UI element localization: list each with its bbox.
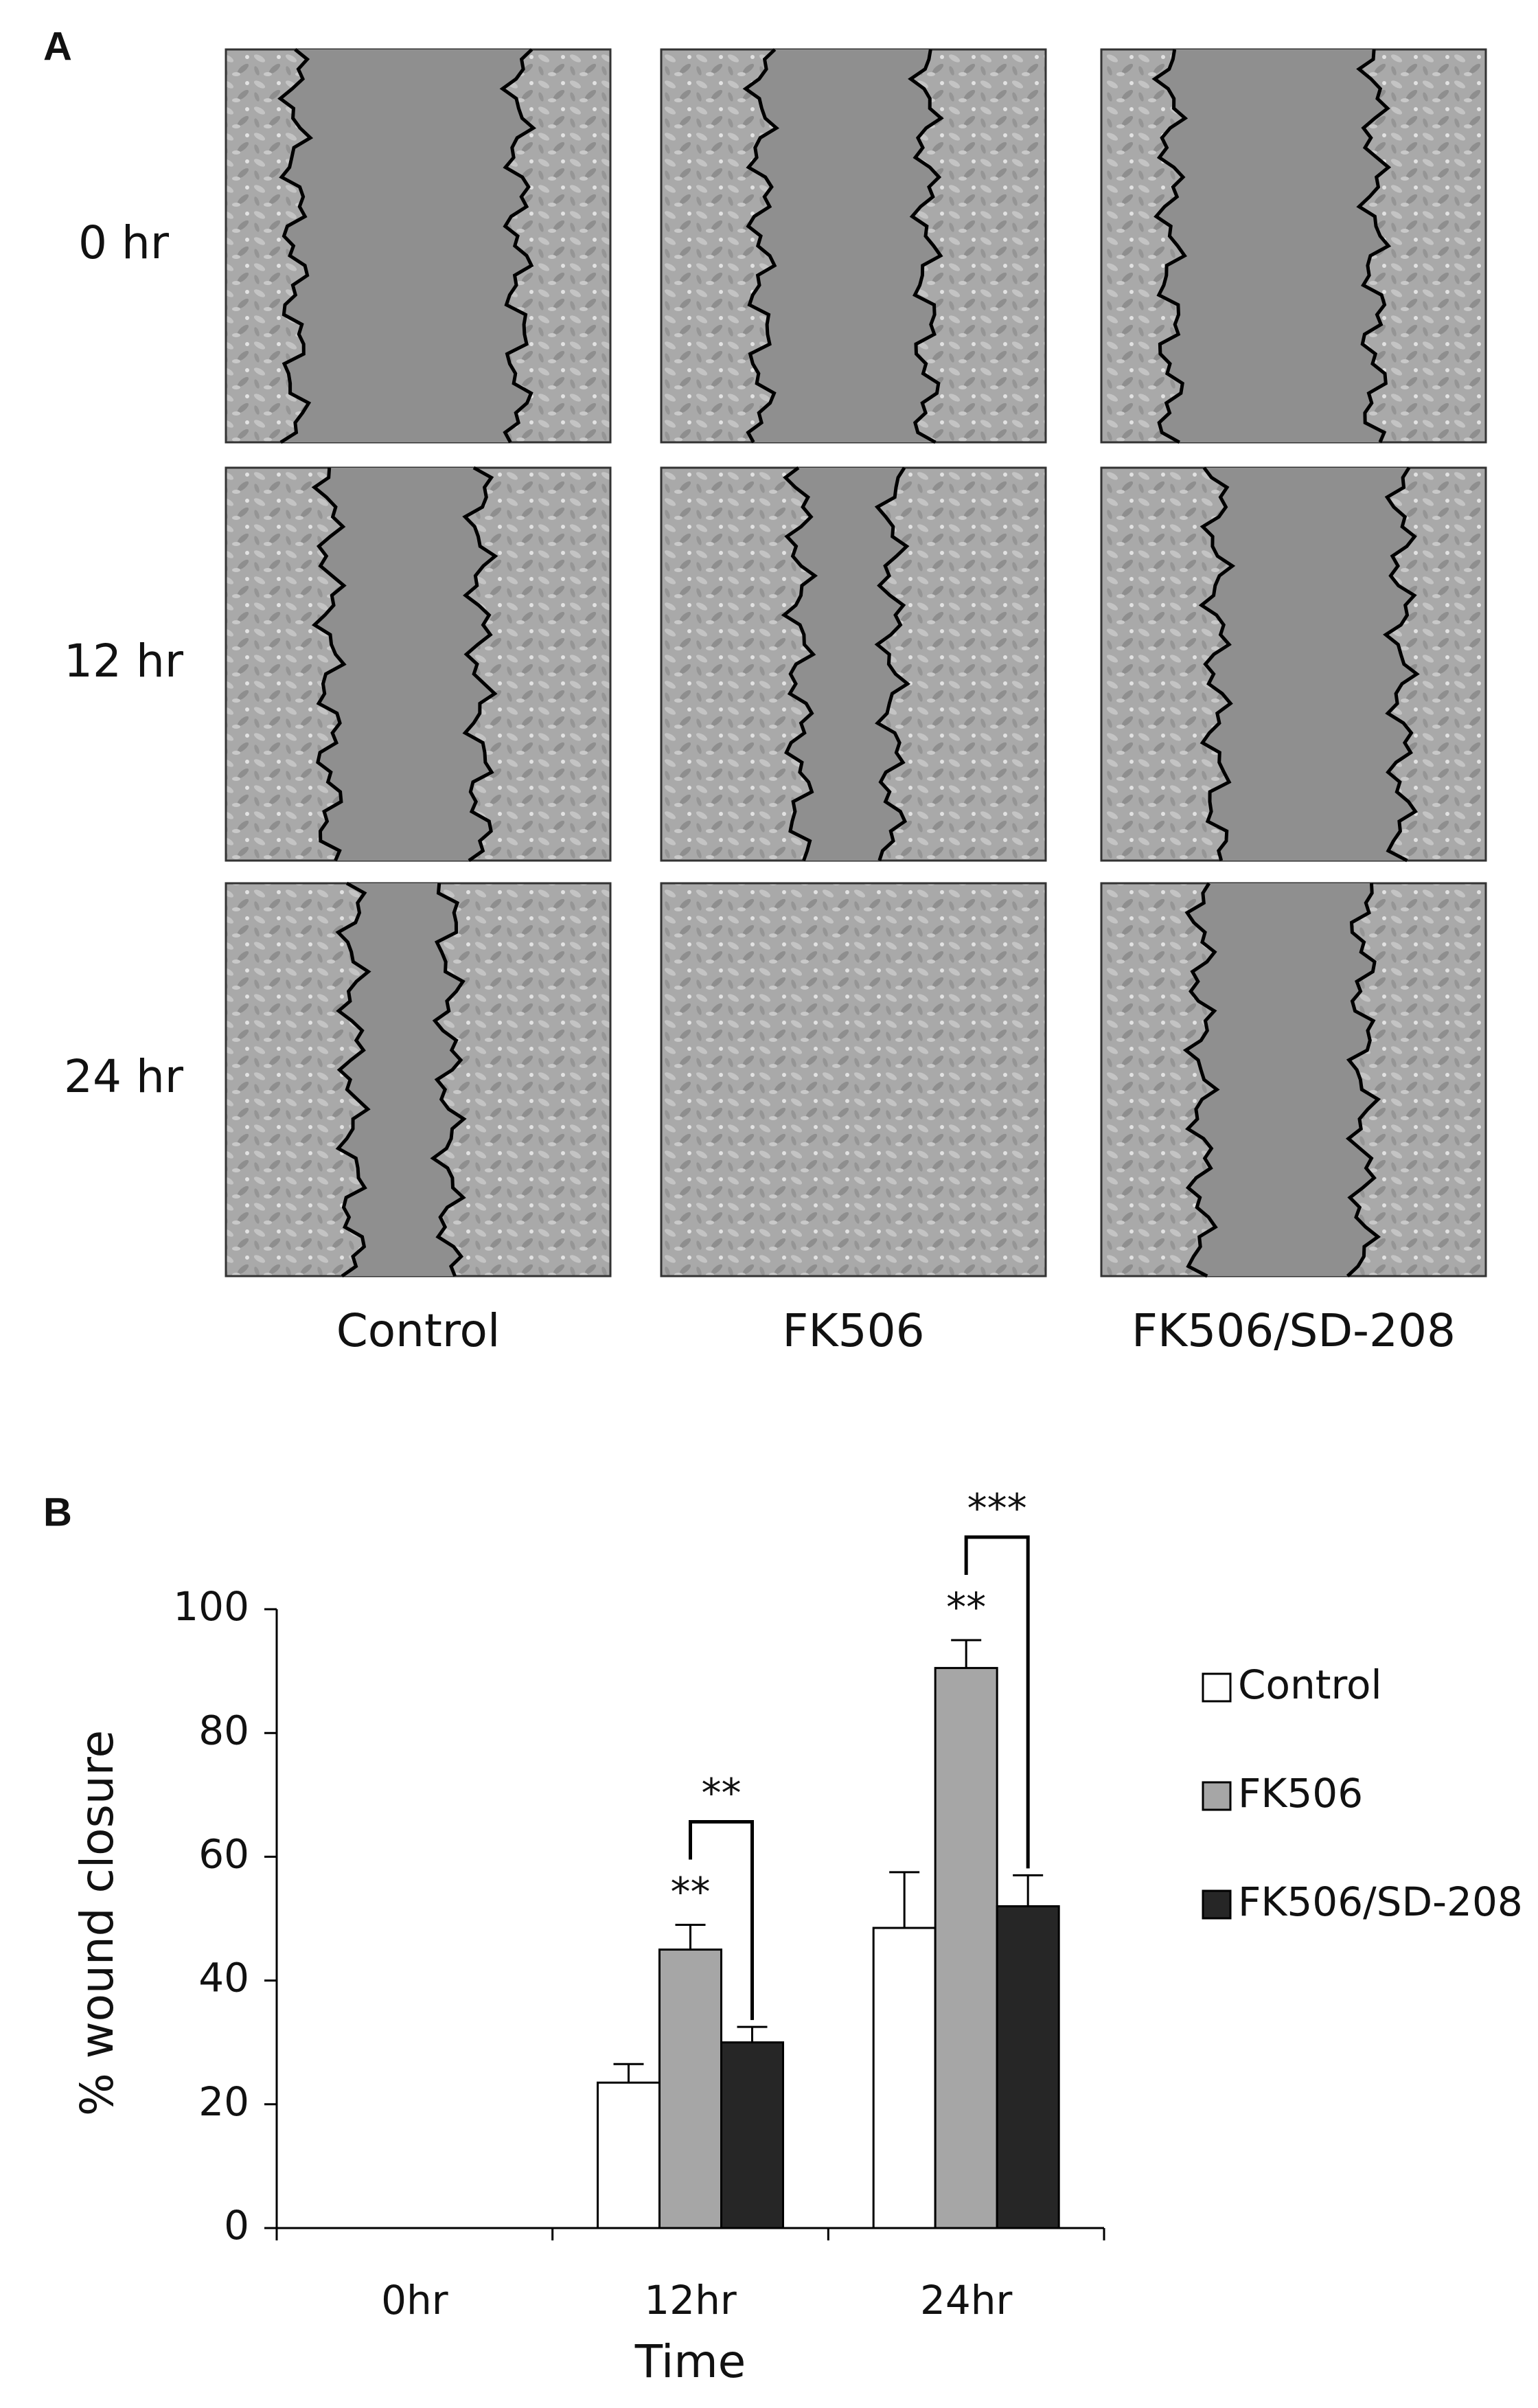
y-tick-label: 40 bbox=[198, 1955, 249, 2001]
wound-edge bbox=[1151, 49, 1189, 444]
y-tick-label: 0 bbox=[224, 2202, 249, 2249]
y-tick-label: 80 bbox=[198, 1707, 249, 1753]
wound-edge bbox=[311, 467, 347, 861]
wound-gap bbox=[1186, 883, 1378, 1276]
row-label: 12 hr bbox=[64, 635, 184, 688]
y-axis-label: % wound closure bbox=[71, 1730, 124, 2116]
legend-swatch bbox=[1202, 1781, 1232, 1811]
bar bbox=[996, 1905, 1060, 2229]
y-tick-label: 60 bbox=[198, 1831, 249, 1878]
x-tick-label: 0hr bbox=[381, 2277, 448, 2324]
wound-edge bbox=[462, 466, 498, 863]
bar bbox=[934, 1667, 998, 2229]
wound-gap bbox=[314, 468, 496, 861]
x-tick-label: 12hr bbox=[644, 2277, 737, 2324]
significance: ** bbox=[946, 1584, 986, 1631]
significance: ** bbox=[702, 1770, 742, 1817]
wound-gap bbox=[280, 49, 533, 442]
wound-gap bbox=[1201, 468, 1417, 861]
column-label: FK506 bbox=[782, 1304, 924, 1357]
bar bbox=[872, 1927, 937, 2229]
wound-gap bbox=[745, 49, 941, 442]
wound-edge bbox=[499, 48, 537, 444]
wound-edge bbox=[1345, 883, 1381, 1277]
y-tick-label: 20 bbox=[198, 2078, 249, 2125]
panel-label: A bbox=[43, 24, 72, 69]
wound-edge bbox=[908, 49, 944, 444]
wound-edge bbox=[277, 48, 314, 444]
wound-gap bbox=[1154, 49, 1389, 442]
wound-edge bbox=[1356, 49, 1392, 443]
wound-edge bbox=[781, 466, 818, 861]
wound-edge bbox=[430, 883, 467, 1277]
legend-label: FK506/SD-208 bbox=[1238, 1878, 1523, 1925]
column-label: FK506/SD-208 bbox=[1132, 1304, 1456, 1357]
column-label: Control bbox=[336, 1304, 501, 1357]
bar bbox=[658, 1949, 722, 2229]
legend-swatch bbox=[1202, 1672, 1232, 1703]
wound-gap bbox=[338, 883, 464, 1276]
significance: *** bbox=[967, 1485, 1027, 1532]
legend-label: FK506 bbox=[1238, 1770, 1363, 1817]
x-axis-label: Time bbox=[634, 2335, 746, 2388]
legend-swatch bbox=[1202, 1889, 1232, 1920]
significance: ** bbox=[671, 1869, 711, 1916]
wound-edge bbox=[742, 48, 780, 444]
wound-edge bbox=[1198, 466, 1236, 861]
panel-label: B bbox=[43, 1490, 72, 1534]
x-tick-label: 24hr bbox=[920, 2277, 1013, 2324]
micrograph-grid: 0 hr 12 hr 24 hr Control FK506 FK506/SD-208 bbox=[64, 48, 1487, 1357]
bar-chart: 0 20 40 60 80 100 0hr 12hr 24hr Time % wound closu… bbox=[71, 1485, 1523, 2388]
bar bbox=[720, 2041, 784, 2229]
row-label: 24 hr bbox=[64, 1050, 184, 1103]
wound-edge bbox=[1182, 882, 1220, 1278]
y-tick-label: 100 bbox=[173, 1583, 249, 1630]
bar bbox=[597, 2081, 661, 2229]
wound-edge bbox=[874, 466, 911, 861]
micrograph bbox=[660, 882, 1047, 1277]
wound-edge bbox=[335, 881, 371, 1278]
bracket bbox=[689, 1820, 754, 2021]
row-label: 0 hr bbox=[78, 216, 170, 269]
wound-gap bbox=[784, 468, 908, 861]
bracket bbox=[964, 1535, 1030, 1869]
legend-label: Control bbox=[1238, 1661, 1382, 1708]
wound-edge bbox=[1383, 466, 1420, 863]
